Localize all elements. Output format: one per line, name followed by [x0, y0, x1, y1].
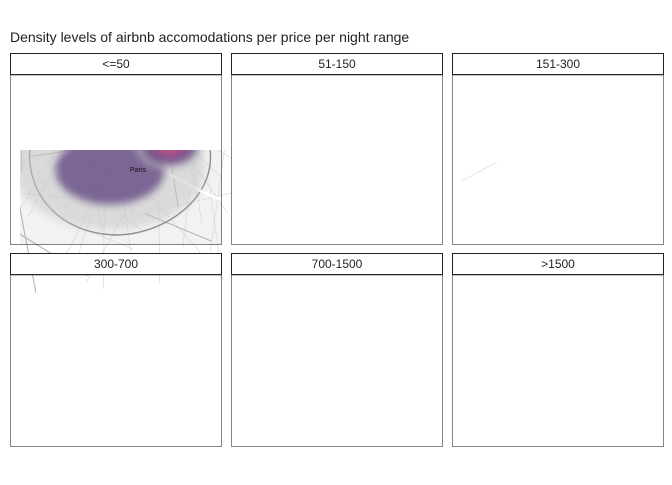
strip-label: >1500 — [541, 257, 575, 271]
place-label: Paris — [130, 167, 146, 174]
strip-label: 51-150 — [318, 57, 356, 71]
strip-label: 700-1500 — [312, 257, 363, 271]
strip-label: <=50 — [102, 57, 130, 71]
strip-label: 151-300 — [536, 57, 580, 71]
strip-label: 300-700 — [94, 257, 138, 271]
figure-title: Density levels of airbnb accomodations p… — [10, 29, 409, 45]
